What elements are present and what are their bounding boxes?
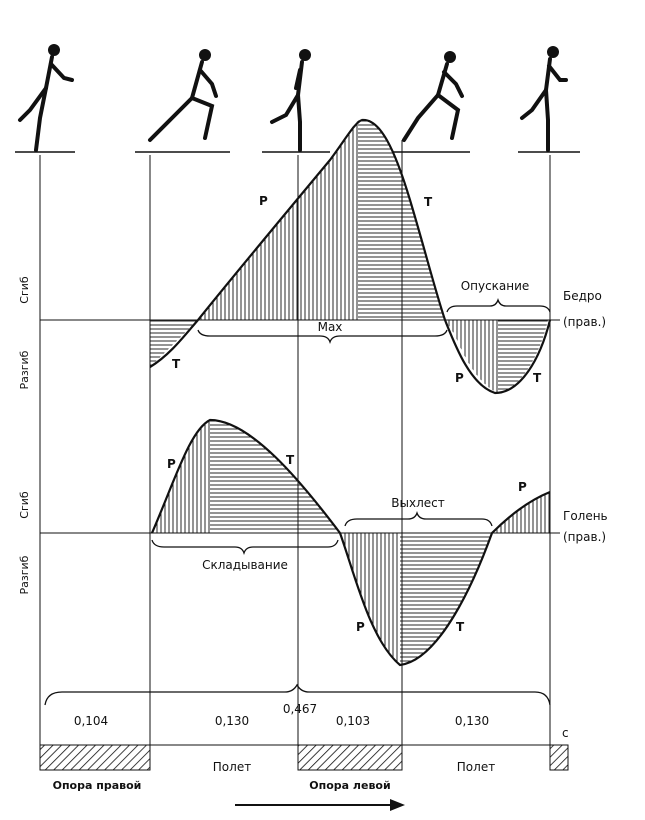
- max-label: Max: [318, 320, 343, 334]
- whip-brace: [344, 510, 493, 527]
- support-right-label: Опора правой: [53, 779, 142, 792]
- flight-label-1: Полет: [213, 760, 251, 774]
- folding-brace: [151, 539, 339, 556]
- direction-arrow: [235, 799, 405, 811]
- thigh-ext-label: Разгиб: [18, 350, 31, 389]
- thigh-flex-label: Сгиб: [18, 276, 31, 304]
- runner-figures: [18, 44, 568, 152]
- runner-figure-4: [402, 51, 464, 142]
- shin-t-label-1: Т: [286, 453, 295, 467]
- thigh-p-label-1: Р: [259, 194, 268, 208]
- support-bar: [39, 744, 569, 771]
- shin-curve-fills: [152, 420, 550, 665]
- runner-figure-5: [520, 46, 568, 152]
- thigh-t-label-0: Т: [172, 357, 181, 371]
- runner-figure-2: [148, 49, 218, 142]
- thigh-curve-fills: [150, 119, 548, 393]
- shin-p-label-1: Р: [167, 457, 176, 471]
- thigh-t-label-1: Т: [424, 195, 433, 209]
- runner-figure-3: [270, 49, 311, 152]
- thigh-curve: [149, 118, 552, 395]
- max-brace: [197, 329, 448, 345]
- support-left-block: [297, 744, 403, 771]
- shin-ext-label: Разгиб: [18, 555, 31, 594]
- lowering-brace: [446, 297, 551, 313]
- whip-label: Выхлест: [391, 496, 444, 510]
- shin-t-label-2: Т: [456, 620, 465, 634]
- braces: [44, 297, 551, 706]
- duration-support-right: 0,104: [74, 714, 108, 728]
- thigh-label-side: (прав.): [563, 315, 606, 329]
- shin-flex-label: Сгиб: [18, 491, 31, 519]
- thigh-p-label-2: Р: [455, 371, 464, 385]
- total-duration: 0,467: [283, 702, 317, 716]
- duration-flight-1: 0,130: [215, 714, 249, 728]
- lowering-label: Опускание: [461, 279, 530, 293]
- support-left-label: Опора левой: [309, 779, 390, 792]
- flight-label-2: Полет: [457, 760, 495, 774]
- total-brace: [44, 683, 551, 706]
- shin-label: Голень: [563, 509, 608, 523]
- duration-support-left: 0,103: [336, 714, 370, 728]
- shin-label-side: (прав.): [563, 530, 606, 544]
- shin-p-label-3: Р: [518, 480, 527, 494]
- duration-flight-2: 0,130: [455, 714, 489, 728]
- thigh-label: Бедро: [563, 289, 602, 303]
- unit-label: с: [562, 726, 569, 740]
- support-right-block: [39, 744, 151, 771]
- folding-label: Складывание: [202, 558, 288, 572]
- runner-figure-1: [18, 44, 74, 152]
- shin-curve: [150, 418, 551, 667]
- thigh-t-label-2: Т: [533, 371, 542, 385]
- support-right-next-block: [549, 744, 569, 771]
- shin-p-label-2: Р: [356, 620, 365, 634]
